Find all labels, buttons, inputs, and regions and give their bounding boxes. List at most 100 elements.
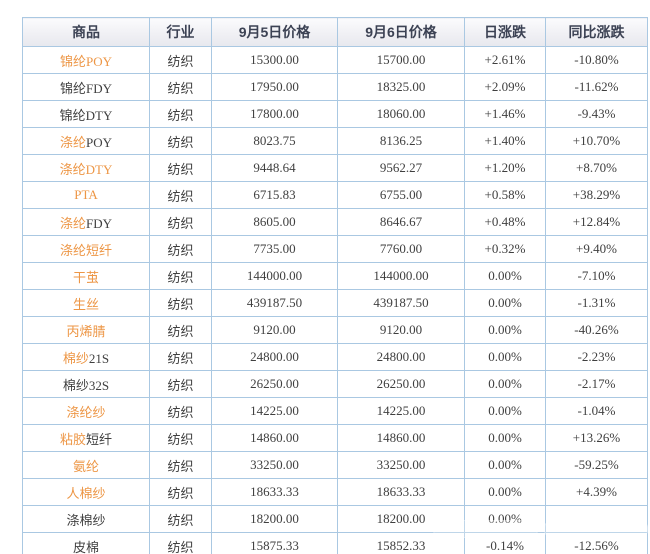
price-sep6-cell: 8136.25: [337, 127, 465, 155]
yoy-change-cell: -10.80%: [545, 46, 648, 74]
price-sep6-cell: 24800.00: [337, 343, 465, 371]
price-sep5-cell: 8605.00: [211, 208, 338, 236]
daily-change-cell: 0.00%: [464, 262, 546, 290]
commodity-name-segment: 锦纶POY: [59, 53, 112, 69]
table-row: 氨纶 纺织 33250.00 33250.00 0.00% -59.25%: [22, 451, 648, 479]
table-row: 人棉纱 纺织 18633.33 18633.33 0.00% +4.39%: [22, 478, 648, 506]
commodity-link[interactable]: 棉纱32S: [22, 370, 150, 398]
commodity-name-segment: 皮棉: [72, 539, 99, 554]
column-header-commodity: 商品: [22, 17, 150, 47]
commodity-link[interactable]: 锦纶FDY: [22, 73, 150, 101]
table-row: 棉纱21S 纺织 24800.00 24800.00 0.00% -2.23%: [22, 343, 648, 371]
table-row: 粘胶短纤 纺织 14860.00 14860.00 0.00% +13.26%: [22, 424, 648, 452]
commodity-link[interactable]: 丙烯腈: [22, 316, 150, 344]
price-sep6-cell: 9120.00: [337, 316, 465, 344]
industry-cell: 纺织: [149, 505, 212, 533]
daily-change-cell: 0.00%: [464, 343, 546, 371]
yoy-change-cell: +13.26%: [545, 424, 648, 452]
price-sep5-cell: 8023.75: [211, 127, 338, 155]
industry-cell: 纺织: [149, 235, 212, 263]
table-row: 生丝 纺织 439187.50 439187.50 0.00% -1.31%: [22, 289, 648, 317]
commodity-name-segment: POY: [86, 134, 113, 150]
commodity-link[interactable]: 人棉纱: [22, 478, 150, 506]
commodity-link[interactable]: PTA: [22, 181, 150, 209]
table-row: 锦纶FDY 纺织 17950.00 18325.00 +2.09% -11.62%: [22, 73, 648, 101]
daily-change-cell: +1.20%: [464, 154, 546, 182]
daily-change-cell: +2.61%: [464, 46, 546, 74]
commodity-name-segment: 锦纶DTY: [59, 107, 113, 123]
yoy-change-cell: -9.43%: [545, 100, 648, 128]
header-row: 商品 行业 9月5日价格 9月6日价格 日涨跌 同比涨跌: [22, 17, 648, 47]
daily-change-cell: 0.00%: [464, 397, 546, 425]
price-sep6-cell: 26250.00: [337, 370, 465, 398]
daily-change-cell: -0.14%: [464, 532, 546, 554]
industry-cell: 纺织: [149, 208, 212, 236]
column-header-daily-change: 日涨跌: [464, 17, 546, 47]
yoy-change-cell: -11.62%: [545, 73, 648, 101]
commodity-link[interactable]: 棉纱21S: [22, 343, 150, 371]
table-row: 涤纶POY 纺织 8023.75 8136.25 +1.40% +10.70%: [22, 127, 648, 155]
commodity-link[interactable]: 涤纶纱: [22, 397, 150, 425]
table-row: 锦纶DTY 纺织 17800.00 18060.00 +1.46% -9.43%: [22, 100, 648, 128]
price-sep6-cell: 15700.00: [337, 46, 465, 74]
price-sep5-cell: 439187.50: [211, 289, 338, 317]
price-sep5-cell: 18633.33: [211, 478, 338, 506]
table-row: 涤纶DTY 纺织 9448.64 9562.27 +1.20% +8.70%: [22, 154, 648, 182]
commodity-link[interactable]: 粘胶短纤: [22, 424, 150, 452]
industry-cell: 纺织: [149, 181, 212, 209]
commodity-name-segment: 氨纶: [72, 458, 99, 474]
price-sep6-cell: 18060.00: [337, 100, 465, 128]
yoy-change-cell: +8.70%: [545, 154, 648, 182]
daily-change-cell: +1.46%: [464, 100, 546, 128]
industry-cell: 纺织: [149, 73, 212, 101]
table-header: 商品 行业 9月5日价格 9月6日价格 日涨跌 同比涨跌: [22, 17, 648, 47]
price-sep6-cell: 18633.33: [337, 478, 465, 506]
yoy-change-cell: -40.26%: [545, 316, 648, 344]
yoy-change-cell: +9.40%: [545, 235, 648, 263]
price-sep6-cell: 15852.33: [337, 532, 465, 554]
price-sep6-cell: 439187.50: [337, 289, 465, 317]
daily-change-cell: 0.00%: [464, 451, 546, 479]
industry-cell: 纺织: [149, 451, 212, 479]
commodity-link[interactable]: 锦纶POY: [22, 46, 150, 74]
commodity-link[interactable]: 生丝: [22, 289, 150, 317]
industry-cell: 纺织: [149, 154, 212, 182]
daily-change-cell: 0.00%: [464, 370, 546, 398]
table-body: 锦纶POY 纺织 15300.00 15700.00 +2.61% -10.80% 锦纶FD…: [22, 46, 648, 554]
price-sep6-cell: 6755.00: [337, 181, 465, 209]
commodity-link[interactable]: 涤纶FDY: [22, 208, 150, 236]
commodity-name-segment: 涤纶短纤: [59, 242, 112, 258]
industry-cell: 纺织: [149, 343, 212, 371]
price-sep6-cell: 7760.00: [337, 235, 465, 263]
commodity-link[interactable]: 涤纶DTY: [22, 154, 150, 182]
yoy-change-cell: +38.29%: [545, 181, 648, 209]
table-row: 涤纶纱 纺织 14225.00 14225.00 0.00% -1.04%: [22, 397, 648, 425]
commodity-link[interactable]: 涤纶POY: [22, 127, 150, 155]
price-sep6-cell: 8646.67: [337, 208, 465, 236]
price-sep5-cell: 14860.00: [211, 424, 338, 452]
column-header-industry: 行业: [149, 17, 212, 47]
industry-cell: 纺织: [149, 397, 212, 425]
daily-change-cell: 0.00%: [464, 478, 546, 506]
price-sep5-cell: 33250.00: [211, 451, 338, 479]
table-row: 皮棉 纺织 15875.33 15852.33 -0.14% -12.56%: [22, 532, 648, 554]
commodity-link[interactable]: 氨纶: [22, 451, 150, 479]
price-sep5-cell: 17950.00: [211, 73, 338, 101]
daily-change-cell: 0.00%: [464, 505, 546, 533]
commodity-name-segment: 锦纶FDY: [59, 80, 112, 96]
commodity-link[interactable]: 涤纶短纤: [22, 235, 150, 263]
yoy-change-cell: -1.04%: [545, 397, 648, 425]
table-row: 棉纱32S 纺织 26250.00 26250.00 0.00% -2.17%: [22, 370, 648, 398]
industry-cell: 纺织: [149, 289, 212, 317]
table-row: 丙烯腈 纺织 9120.00 9120.00 0.00% -40.26%: [22, 316, 648, 344]
price-sep5-cell: 9448.64: [211, 154, 338, 182]
yoy-change-cell: -2.23%: [545, 343, 648, 371]
commodity-name-segment: 棉纱32S: [62, 377, 110, 393]
commodity-link[interactable]: 涤棉纱: [22, 505, 150, 533]
commodity-link[interactable]: 皮棉: [22, 532, 150, 554]
commodity-link[interactable]: 干茧: [22, 262, 150, 290]
industry-cell: 纺织: [149, 370, 212, 398]
commodity-name-segment: 干茧: [72, 269, 99, 285]
commodity-link[interactable]: 锦纶DTY: [22, 100, 150, 128]
